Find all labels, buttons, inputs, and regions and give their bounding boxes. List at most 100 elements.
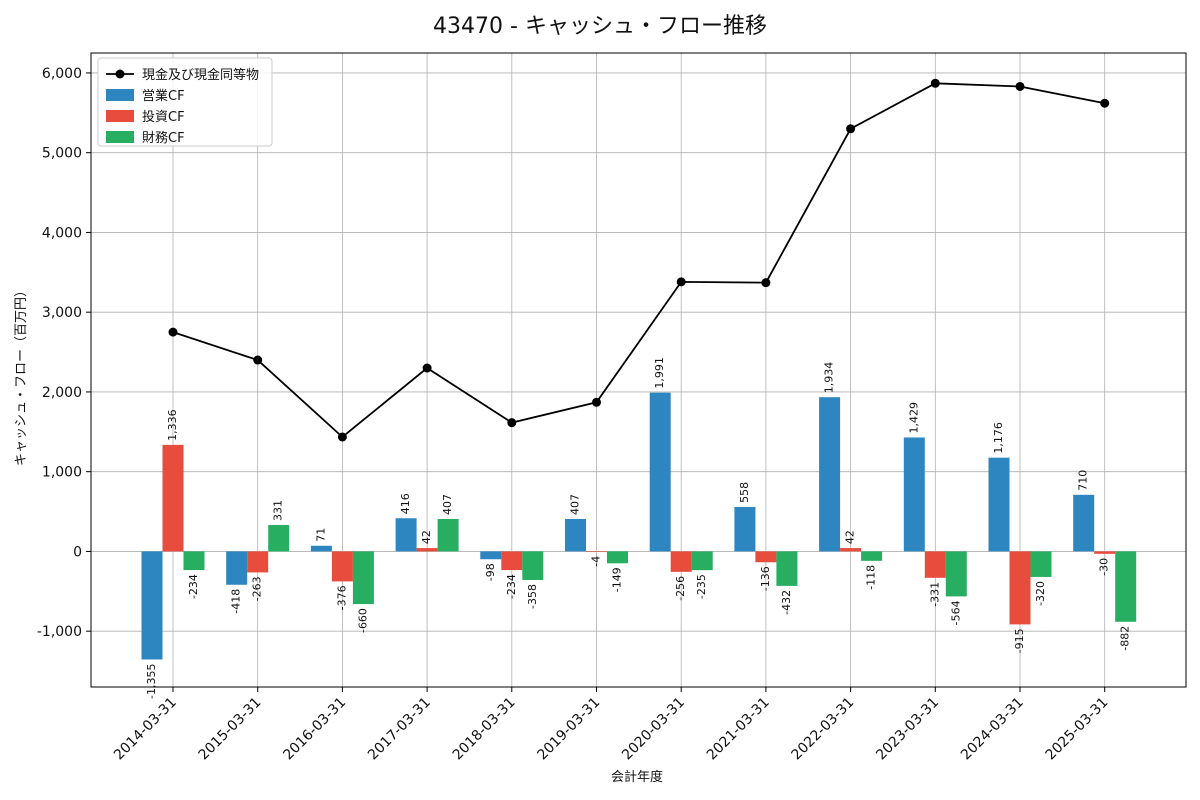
cash-point: [1015, 81, 1025, 91]
y-tick-label: 6,000: [42, 66, 82, 82]
bar-value-label: -234: [187, 574, 200, 599]
y-tick-label: 5,000: [42, 146, 82, 162]
bar-value-label: -1,355: [145, 663, 158, 698]
bar-value-label: -915: [1013, 628, 1026, 653]
x-tick-label: 2015-03-31: [196, 695, 265, 764]
bar-value-label: -4: [590, 556, 603, 567]
bar-営業CF: [734, 506, 756, 552]
bar-営業CF: [1073, 494, 1095, 552]
bar-value-label: 558: [738, 482, 751, 503]
x-tick-label: 2021-03-31: [704, 695, 773, 764]
bar-投資CF: [416, 548, 438, 552]
bar-財務CF: [352, 551, 374, 605]
bar-value-label: -660: [356, 608, 369, 633]
cash-point: [507, 418, 517, 428]
cash-point: [337, 432, 347, 442]
bar-value-label: -235: [695, 574, 708, 599]
bar-value-label: 42: [844, 530, 857, 544]
bar-value-label: 71: [314, 528, 327, 542]
bar-labels-layer: -1,355 -418 71 416 -98 407 1,991 558 1,934 1,429 1…: [145, 357, 1132, 699]
cash-point: [592, 397, 601, 407]
bars-layer: [141, 392, 1137, 660]
bar-value-label: -376: [335, 585, 348, 610]
x-tick-label: 2017-03-31: [365, 695, 434, 764]
bar-value-label: 331: [272, 500, 285, 521]
bar-財務CF: [776, 551, 798, 586]
cash-line: [172, 82, 1105, 439]
cash-point: [168, 327, 178, 337]
bar-財務CF: [183, 551, 205, 571]
bar-財務CF: [1030, 551, 1052, 577]
legend-label: 財務CF: [142, 131, 185, 146]
bar-財務CF: [691, 551, 713, 571]
bar-営業CF: [226, 551, 248, 585]
bar-value-label: 1,429: [907, 402, 920, 434]
bar-投資CF: [670, 551, 692, 572]
bar-営業CF: [819, 397, 841, 552]
y-tick-label: 0: [73, 544, 82, 560]
cash-point: [930, 78, 940, 88]
x-tick-label: 2014-03-31: [111, 695, 180, 764]
x-tick-label: 2025-03-31: [1043, 695, 1112, 764]
bar-投資CF: [840, 548, 862, 552]
bar-value-label: -358: [526, 584, 539, 609]
bar-財務CF: [522, 551, 544, 580]
line-layer: [168, 78, 1110, 442]
bar-value-label: -30: [1098, 558, 1111, 576]
x-tick-label: 2018-03-31: [450, 695, 519, 764]
bar-value-label: -331: [928, 582, 941, 607]
bar-value-label: -882: [1119, 626, 1132, 651]
legend-label: 現金及び現金同等物: [142, 67, 259, 83]
bar-value-label: -564: [949, 600, 962, 625]
bar-value-label: -320: [1034, 581, 1047, 606]
chart-title: 43470 - キャッシュ・フロー推移: [433, 14, 767, 39]
bar-財務CF: [437, 518, 459, 552]
x-tick-label: 2024-03-31: [958, 695, 1027, 764]
bar-value-label: -149: [611, 567, 624, 592]
y-tick-label: 4,000: [42, 225, 82, 241]
bar-営業CF: [480, 551, 502, 560]
bar-投資CF: [755, 551, 777, 563]
bar-value-label: -118: [865, 565, 878, 590]
bar-営業CF: [395, 518, 417, 552]
cash-point: [846, 124, 856, 134]
bar-営業CF: [903, 437, 925, 552]
bar-value-label: -263: [251, 576, 264, 601]
bar-投資CF: [501, 551, 523, 571]
bar-投資CF: [162, 444, 184, 552]
x-tick-label: 2019-03-31: [534, 695, 603, 764]
legend-label: 営業CF: [142, 88, 185, 104]
plot-frame: [90, 52, 1187, 688]
axes-layer: -1,000 0 1,000 2,000 3,000 4,000 5,000 6,000 201…: [37, 52, 1187, 764]
bar-value-label: 1,934: [823, 362, 836, 394]
legend-swatch: [106, 110, 134, 122]
x-axis-label: 会計年度: [611, 769, 663, 785]
cash-point: [1100, 98, 1110, 108]
bar-value-label: 1,176: [992, 422, 1005, 454]
y-tick-label: 1,000: [42, 465, 82, 481]
legend-swatch: [106, 131, 134, 143]
bar-財務CF: [1115, 551, 1137, 622]
y-axis-label: キャッシュ・フロー（百万円）: [14, 284, 29, 466]
bar-投資CF: [247, 551, 269, 573]
legend-swatch: [106, 89, 134, 101]
bar-value-label: -256: [674, 576, 687, 601]
bar-投資CF: [1009, 551, 1031, 625]
bar-投資CF: [924, 551, 946, 578]
x-tick-label: 2022-03-31: [789, 695, 858, 764]
bar-財務CF: [607, 551, 628, 564]
y-tick-label: 3,000: [42, 305, 82, 321]
cash-point: [422, 363, 432, 373]
grid-layer: [91, 53, 1186, 687]
bar-value-label: 42: [420, 530, 433, 544]
cash-point: [676, 277, 686, 287]
y-tick-label: -1,000: [37, 624, 82, 640]
bar-value-label: -234: [505, 574, 518, 599]
legend-box: [97, 57, 273, 147]
cash-point: [253, 355, 263, 365]
bar-value-label: -136: [759, 566, 772, 591]
x-tick-label: 2016-03-31: [280, 695, 349, 764]
cash-point: [761, 278, 771, 288]
